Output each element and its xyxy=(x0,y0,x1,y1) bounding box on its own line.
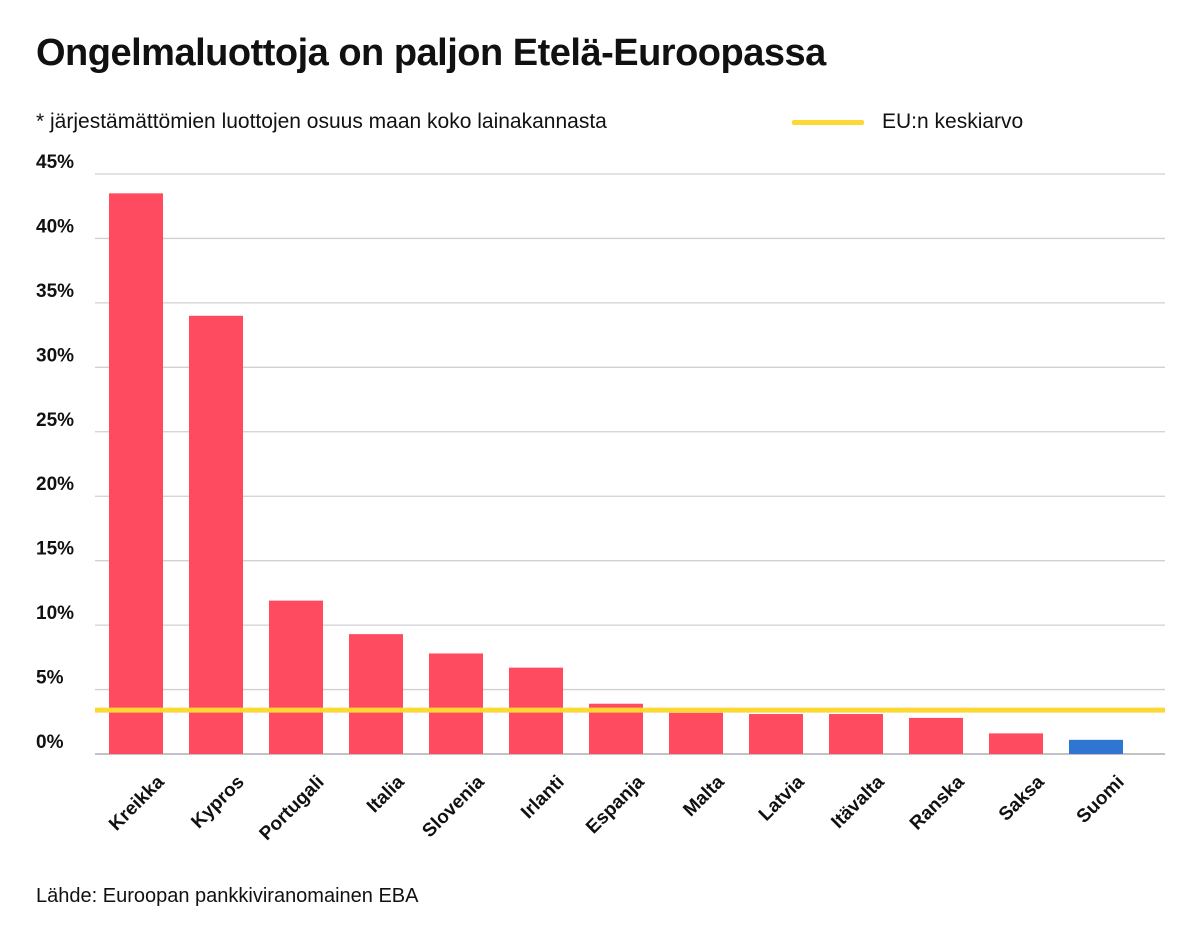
y-tick-label: 15% xyxy=(36,539,74,560)
bar-malta xyxy=(669,712,723,754)
y-axis-tick-labels: 0% 5% 10% 15% 20% 25% 30% 35% 40% 45% xyxy=(36,152,74,753)
gridlines xyxy=(95,173,1165,755)
y-tick-label: 0% xyxy=(36,732,64,753)
bar-itävalta xyxy=(829,714,883,754)
x-category-label: Slovenia xyxy=(418,771,488,841)
bar-latvia xyxy=(749,714,803,754)
bars xyxy=(109,193,1123,755)
x-category-label: Portugali xyxy=(256,772,329,845)
bar-portugali xyxy=(269,600,323,754)
x-category-label: Ranska xyxy=(906,771,969,834)
y-tick-label: 25% xyxy=(36,410,74,431)
chart-subtitle: * järjestämättömien luottojen osuus maan… xyxy=(36,110,607,133)
x-category-label: Suomi xyxy=(1073,772,1129,828)
bar-kreikka xyxy=(109,193,163,755)
y-tick-label: 10% xyxy=(36,603,74,624)
y-tick-label: 30% xyxy=(36,345,74,366)
x-category-label: Espanja xyxy=(582,771,649,838)
source-note: Lähde: Euroopan pankkiviranomainen EBA xyxy=(36,885,419,907)
x-category-label: Latvia xyxy=(755,771,809,825)
y-tick-label: 20% xyxy=(36,474,74,495)
x-category-label: Itävalta xyxy=(827,771,888,832)
legend-swatch-eu-average xyxy=(792,119,864,125)
bar-ranska xyxy=(909,717,963,754)
y-tick-label: 5% xyxy=(36,668,64,689)
bar-italia xyxy=(349,634,403,754)
y-tick-label: 35% xyxy=(36,281,74,302)
legend-label-eu-average: EU:n keskiarvo xyxy=(882,110,1024,133)
chart-title: Ongelmaluottoja on paljon Etelä-Euroopas… xyxy=(36,32,826,74)
x-category-label: Kypros xyxy=(187,772,248,833)
bar-slovenia xyxy=(429,653,483,754)
bar-saksa xyxy=(989,733,1043,754)
x-category-label: Italia xyxy=(363,771,409,817)
y-tick-label: 45% xyxy=(36,152,74,173)
bar-kypros xyxy=(189,315,243,754)
y-tick-label: 40% xyxy=(36,216,74,237)
x-category-label: Saksa xyxy=(995,771,1049,825)
x-category-label: Kreikka xyxy=(105,771,169,835)
legend: EU:n keskiarvo xyxy=(792,110,1023,134)
x-category-label: Malta xyxy=(679,771,728,820)
x-category-label: Irlanti xyxy=(517,772,568,823)
bar-suomi xyxy=(1069,739,1123,754)
x-axis-category-labels: Kreikka Kypros Portugali Italia Slovenia Irla… xyxy=(105,771,1128,844)
